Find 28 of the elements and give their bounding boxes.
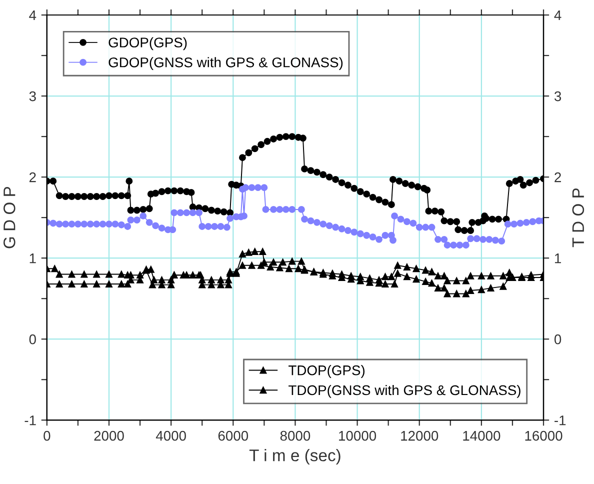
y-tick-label: -1 bbox=[24, 416, 36, 426]
legend-label: GDOP(GPS) bbox=[108, 37, 187, 50]
x-tick-label: 14000 bbox=[463, 430, 500, 441]
y2-axis-title: T D O P bbox=[572, 188, 584, 248]
legend-label: GDOP(GNSS with GPS & GLONASS) bbox=[108, 57, 343, 70]
y2-tick-label: 0 bbox=[554, 334, 562, 344]
y2-tick-label: 2 bbox=[554, 172, 561, 182]
y-tick-label: 2 bbox=[29, 172, 36, 182]
y2-tick-label: 1 bbox=[554, 254, 561, 264]
y-tick-label: 3 bbox=[29, 91, 36, 102]
x-tick-label: 8000 bbox=[280, 430, 310, 441]
x-tick-label: 16000 bbox=[525, 430, 562, 441]
y2-tick-label: -1 bbox=[554, 416, 566, 426]
x-tick-label: 6000 bbox=[218, 430, 248, 441]
x-tick-label: 2000 bbox=[94, 430, 124, 441]
y-tick-label: 1 bbox=[30, 254, 36, 264]
y-tick-label: 4 bbox=[29, 10, 36, 20]
y-axis-title: G D O P bbox=[4, 186, 16, 248]
x-axis-title: T i m e (sec) bbox=[249, 449, 340, 465]
x-tick-label: 12000 bbox=[401, 430, 438, 441]
x-tick-label: 0 bbox=[44, 430, 50, 441]
x-tick-label: 4000 bbox=[156, 430, 186, 441]
y-tick-label: 0 bbox=[29, 334, 36, 344]
legend-label: TDOP(GNSS with GPS & GLONASS) bbox=[288, 384, 520, 398]
x-tick-label: 10000 bbox=[339, 430, 376, 441]
legend-label: TDOP(GPS) bbox=[288, 365, 365, 378]
y2-tick-label: 3 bbox=[554, 91, 562, 102]
y2-tick-label: 4 bbox=[554, 10, 562, 20]
